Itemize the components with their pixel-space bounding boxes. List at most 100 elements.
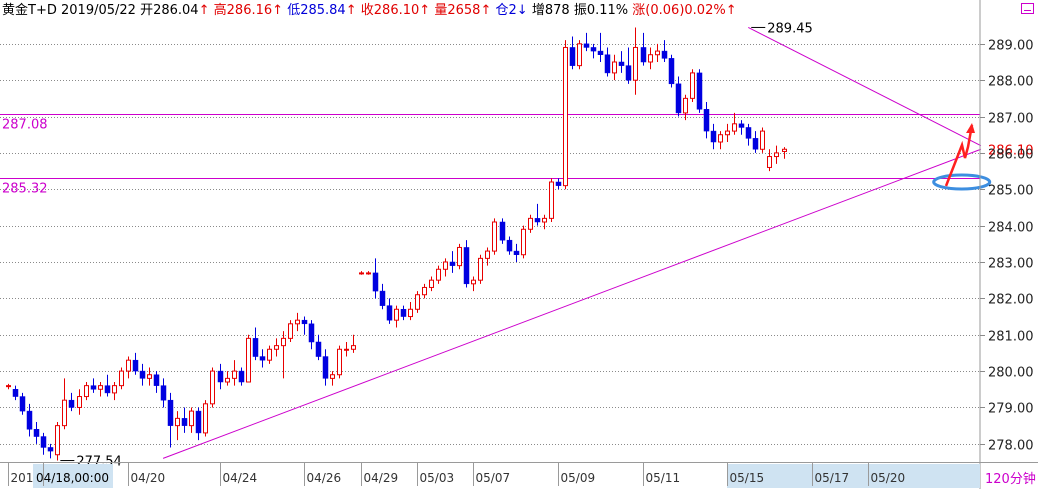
last-price-label: 286.10 bbox=[988, 143, 1034, 158]
candle bbox=[633, 27, 638, 95]
candle bbox=[210, 367, 215, 408]
candle bbox=[288, 320, 293, 342]
candle-body bbox=[513, 250, 520, 255]
candle bbox=[521, 225, 526, 259]
candle bbox=[225, 371, 230, 386]
candle bbox=[55, 422, 60, 461]
candle-body bbox=[690, 72, 695, 99]
y-tick-label: 287.00 bbox=[988, 112, 1034, 127]
candle bbox=[62, 378, 67, 430]
candle bbox=[774, 145, 779, 164]
x-tick-label: 04/26 bbox=[307, 471, 342, 485]
candle bbox=[126, 356, 131, 379]
candle bbox=[640, 32, 647, 66]
candle-body bbox=[366, 272, 371, 275]
candle-body bbox=[478, 257, 483, 281]
y-tick-label: 283.00 bbox=[988, 257, 1034, 272]
amplitude-label: 振 bbox=[573, 3, 587, 18]
candle-body bbox=[485, 250, 490, 259]
candle bbox=[112, 382, 117, 401]
candle-body bbox=[181, 418, 188, 426]
x-tick-label: 04/24 bbox=[223, 471, 258, 485]
window-toggle-icon[interactable] bbox=[1021, 3, 1034, 14]
candle-body bbox=[612, 61, 617, 74]
candle-body bbox=[77, 396, 82, 408]
candle-body bbox=[301, 319, 308, 325]
candle-body bbox=[597, 50, 604, 55]
change-value: (0.06) bbox=[645, 3, 685, 18]
candle bbox=[47, 443, 54, 459]
open-value: 286.04 bbox=[153, 3, 199, 18]
horizontal-level-label: 287.08 bbox=[2, 118, 48, 133]
candle-body bbox=[774, 152, 779, 158]
candle bbox=[443, 258, 448, 277]
candle bbox=[583, 32, 590, 52]
candle bbox=[668, 54, 675, 88]
candle bbox=[12, 385, 19, 401]
candle bbox=[590, 43, 597, 59]
low-arrow: ↑ bbox=[345, 3, 357, 18]
candle bbox=[344, 342, 349, 357]
candle bbox=[351, 334, 356, 353]
candle bbox=[175, 411, 180, 441]
candle bbox=[322, 349, 329, 386]
trendline bbox=[748, 27, 982, 147]
candle-body bbox=[563, 46, 568, 187]
candle bbox=[506, 236, 513, 255]
candle bbox=[372, 258, 379, 299]
candle bbox=[98, 382, 103, 397]
low-label: 低 bbox=[287, 3, 301, 18]
candle bbox=[6, 383, 11, 390]
highlight-ellipse bbox=[932, 173, 992, 191]
x-tick-label: 05/15 bbox=[730, 471, 765, 485]
candle-body bbox=[386, 305, 393, 321]
change-arrow: ↑ bbox=[725, 3, 737, 18]
close-value: 286.10 bbox=[373, 3, 420, 18]
candle-body bbox=[457, 246, 462, 267]
candle bbox=[301, 316, 308, 335]
candle bbox=[415, 291, 420, 313]
candle bbox=[337, 345, 342, 379]
candle bbox=[732, 112, 737, 135]
candle bbox=[153, 371, 160, 393]
candle bbox=[471, 276, 476, 292]
candle-body bbox=[267, 348, 272, 361]
candle bbox=[84, 382, 89, 401]
candle bbox=[738, 120, 745, 135]
candle-body bbox=[633, 46, 638, 81]
candle-body bbox=[337, 348, 342, 376]
candle bbox=[422, 283, 427, 299]
candle bbox=[167, 392, 174, 448]
forecast-arrow-head bbox=[966, 123, 975, 133]
x-tick-label: 04/18,00:00 bbox=[36, 471, 109, 485]
candle-body bbox=[6, 385, 11, 388]
candle-body bbox=[569, 47, 576, 66]
candle bbox=[217, 363, 224, 390]
candle bbox=[683, 94, 688, 121]
candle-body bbox=[40, 436, 47, 448]
candle bbox=[160, 378, 167, 408]
candle bbox=[485, 247, 490, 266]
candle bbox=[90, 378, 97, 393]
candle bbox=[429, 276, 434, 292]
candle bbox=[203, 400, 208, 437]
open-label: 开 bbox=[140, 3, 154, 18]
candle-body bbox=[542, 217, 547, 223]
candle bbox=[577, 40, 582, 70]
candle bbox=[625, 47, 632, 84]
candle-body bbox=[246, 337, 251, 383]
candle bbox=[725, 123, 730, 142]
candle-body bbox=[492, 221, 497, 252]
change-label: 涨 bbox=[632, 3, 646, 18]
y-tick-label: 289.00 bbox=[988, 39, 1034, 54]
candle bbox=[604, 47, 611, 77]
candle-body bbox=[661, 50, 668, 59]
candle bbox=[618, 51, 625, 73]
candle bbox=[478, 254, 483, 284]
candle-body bbox=[429, 279, 434, 288]
candle bbox=[408, 302, 413, 321]
candle-body bbox=[112, 385, 117, 394]
y-tick-label: 284.00 bbox=[988, 221, 1034, 236]
